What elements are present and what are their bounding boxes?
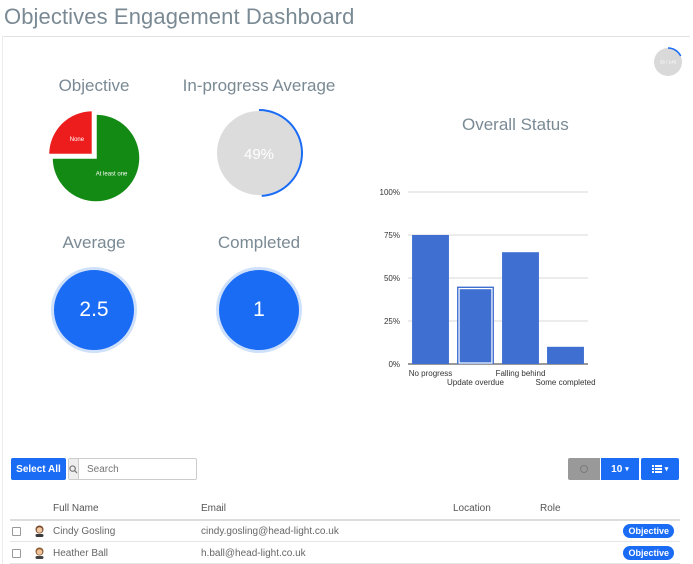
x-tick-label: No progress bbox=[409, 369, 453, 378]
x-tick-label: Falling behind bbox=[496, 369, 546, 378]
progress-indicator: 26 / 145 bbox=[654, 47, 682, 76]
objective-badge[interactable]: Objective bbox=[623, 524, 674, 538]
column-header-email[interactable]: Email bbox=[201, 503, 227, 514]
x-tick-label: Some completed bbox=[535, 378, 595, 387]
progress-label: 26 / 145 bbox=[660, 60, 677, 65]
refresh-button[interactable] bbox=[568, 458, 600, 480]
x-tick-label: Update overdue bbox=[447, 378, 504, 387]
y-tick-label: 0% bbox=[388, 360, 400, 369]
in-progress-average-gauge: 49% bbox=[217, 109, 303, 197]
search-box bbox=[68, 458, 219, 480]
table-row[interactable]: Cindy Gosling cindy.gosling@head-light.c… bbox=[10, 521, 680, 542]
bar-falling-behind[interactable] bbox=[502, 252, 539, 364]
chevron-down-icon: ▾ bbox=[664, 466, 669, 473]
bar-some-completed[interactable] bbox=[547, 346, 584, 364]
overall-status-title: Overall Status bbox=[462, 115, 569, 134]
objective-pie-chart: At least one None bbox=[47, 110, 141, 203]
select-all-button[interactable]: Select All bbox=[11, 458, 66, 480]
y-tick-label: 25% bbox=[384, 317, 400, 326]
avatar bbox=[35, 547, 44, 559]
pie-slice-none[interactable] bbox=[47, 110, 94, 156]
row-checkbox[interactable] bbox=[12, 527, 21, 536]
in-progress-average-value: 49% bbox=[244, 146, 274, 163]
pie-slice-label: At least one bbox=[96, 172, 128, 178]
row-email: cindy.gosling@head-light.co.uk bbox=[201, 526, 339, 537]
page-size-dropdown[interactable]: 10 ▾ bbox=[601, 458, 639, 480]
pie-slice-at-least-one[interactable] bbox=[51, 113, 141, 203]
row-checkbox[interactable] bbox=[12, 549, 21, 558]
refresh-icon bbox=[580, 465, 588, 473]
search-icon[interactable] bbox=[69, 459, 79, 479]
bar-selection-outline bbox=[458, 287, 493, 364]
dashboard-panel bbox=[2, 36, 690, 564]
objective-badge[interactable]: Objective bbox=[623, 546, 674, 560]
row-full-name: Heather Ball bbox=[53, 548, 109, 559]
average-title: Average bbox=[62, 233, 126, 252]
avatar bbox=[35, 525, 44, 537]
y-tick-label: 50% bbox=[384, 274, 400, 283]
view-options-dropdown[interactable]: ▾ bbox=[641, 458, 679, 480]
bar-update-overdue[interactable] bbox=[457, 286, 494, 364]
average-value: 2.5 bbox=[51, 267, 137, 353]
page-title: Objectives Engagement Dashboard bbox=[4, 4, 355, 29]
table-row[interactable]: Heather Ball h.ball@head-light.co.uk Obj… bbox=[10, 543, 680, 564]
bar-no-progress[interactable] bbox=[412, 235, 449, 364]
completed-value: 1 bbox=[216, 267, 302, 353]
y-tick-label: 100% bbox=[380, 188, 400, 197]
list-icon bbox=[651, 465, 662, 473]
table-header-divider bbox=[10, 519, 680, 521]
page-size-value: 10 bbox=[611, 463, 623, 475]
completed-title: Completed bbox=[217, 233, 301, 252]
row-email: h.ball@head-light.co.uk bbox=[201, 548, 306, 559]
chevron-down-icon: ▾ bbox=[625, 466, 629, 473]
objective-title: Objective bbox=[58, 76, 130, 95]
search-input[interactable] bbox=[79, 459, 219, 479]
in-progress-average-title: In-progress Average bbox=[182, 76, 336, 95]
pie-slice-label: None bbox=[70, 137, 85, 143]
y-tick-label: 75% bbox=[384, 231, 400, 240]
row-full-name: Cindy Gosling bbox=[53, 526, 116, 537]
column-header-full-name[interactable]: Full Name bbox=[53, 503, 99, 514]
column-header-location[interactable]: Location bbox=[453, 503, 491, 514]
column-header-role[interactable]: Role bbox=[540, 503, 561, 514]
